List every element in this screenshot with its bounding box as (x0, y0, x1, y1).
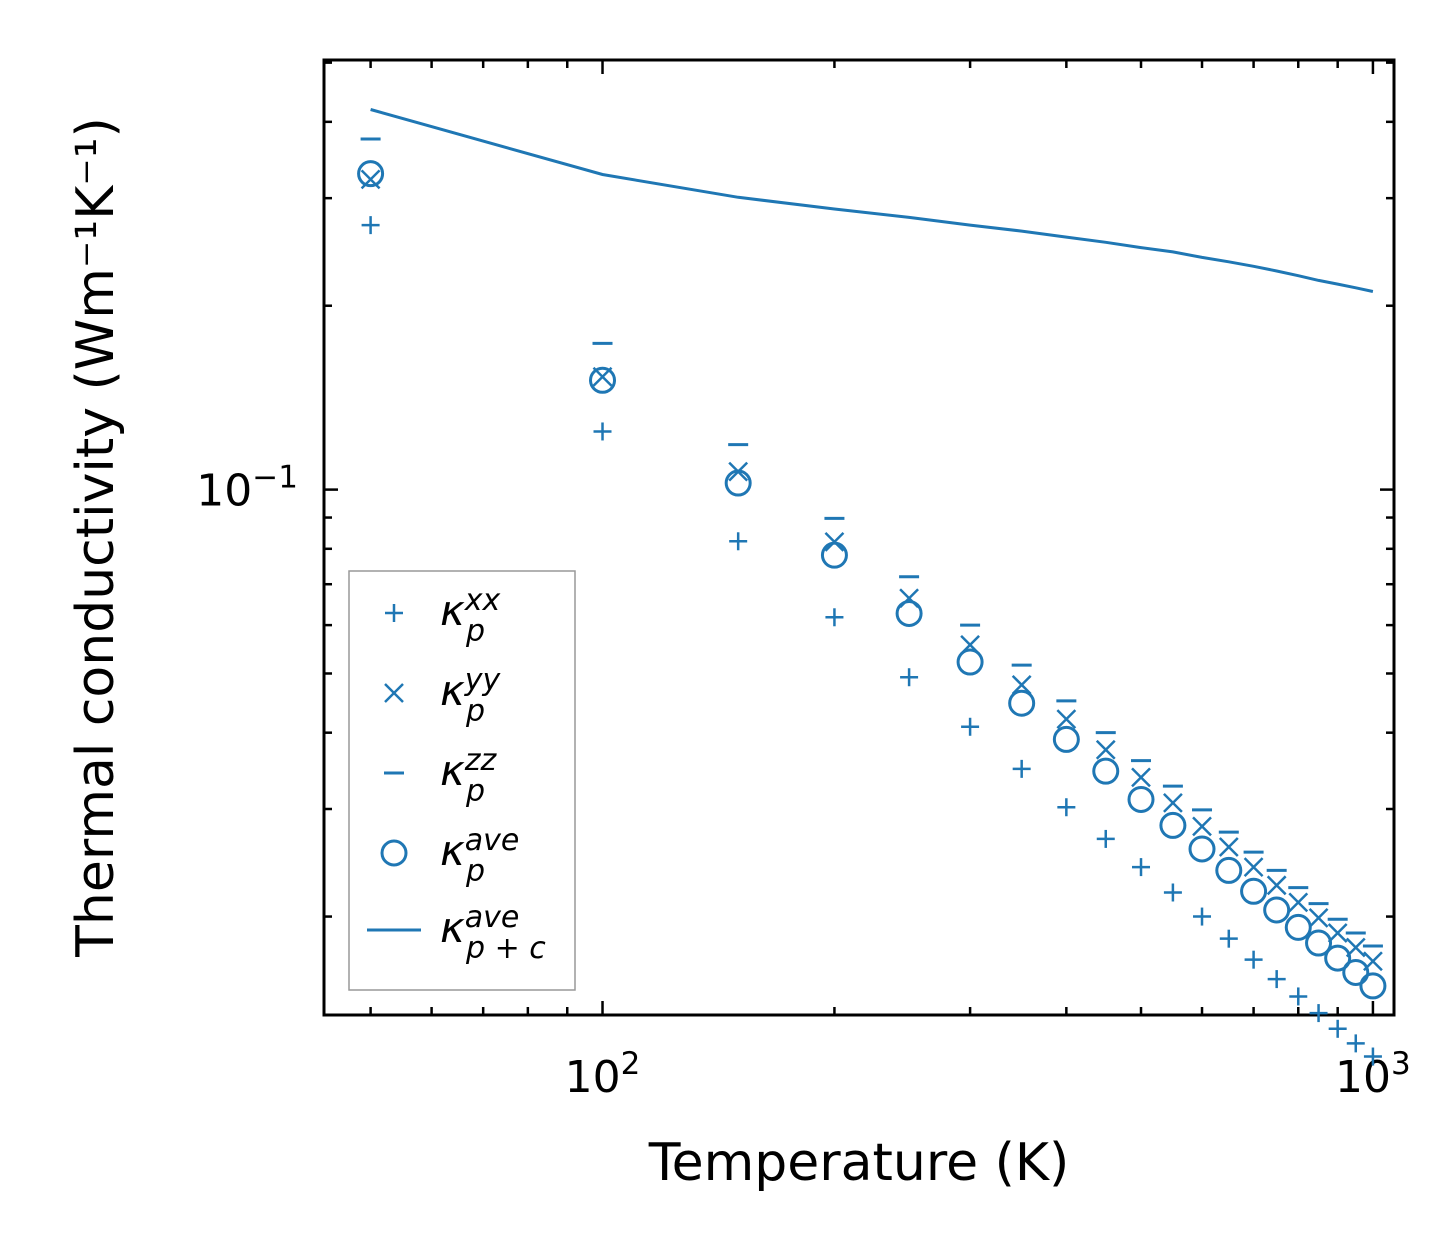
data-point (1240, 877, 1268, 905)
x-tick-label: 102 (565, 1046, 641, 1103)
data-point (593, 422, 612, 441)
legend-marker (380, 839, 408, 867)
legend-label: κxx p (440, 583, 501, 649)
data-point (1288, 892, 1309, 913)
axes-frame (322, 58, 1396, 1017)
legend-label: κave p + c (440, 900, 546, 966)
legend-label: κyy p (440, 663, 502, 729)
data-point (820, 541, 848, 569)
data-point (1267, 970, 1286, 989)
data-point (1096, 829, 1115, 848)
data-point (1219, 929, 1238, 948)
data-point (1342, 958, 1370, 986)
data-point (1243, 857, 1264, 877)
legend-entry: κxx p (385, 583, 501, 649)
data-point-stroke (1095, 739, 1116, 760)
data-point (1215, 856, 1243, 884)
data-point (1324, 944, 1352, 972)
data-point (1188, 835, 1216, 863)
data-point (1057, 798, 1076, 817)
data-point-stroke (1327, 923, 1348, 943)
series-kappa_p_zz (360, 137, 1383, 948)
data-point-stroke (1266, 875, 1287, 896)
data-point (1328, 1019, 1347, 1038)
data-point-stroke (1218, 837, 1239, 857)
plot-area (357, 108, 1387, 1066)
data-point (1052, 725, 1080, 753)
data-point-stroke (1056, 709, 1077, 729)
data-point (1266, 875, 1287, 896)
data-point-stroke (1131, 767, 1151, 788)
data-point (1308, 908, 1329, 928)
data-point (1305, 929, 1333, 957)
data-point (1008, 689, 1036, 717)
data-point (1132, 858, 1151, 877)
data-point (1092, 757, 1120, 785)
data-point (1363, 1047, 1382, 1066)
data-point (825, 608, 844, 627)
series-kappa_p_ave (357, 160, 1387, 1000)
x-tick-label: 103 (1335, 1046, 1411, 1103)
data-point (357, 160, 385, 188)
legend-marker (384, 683, 404, 703)
y-tick-label: 10−1 (196, 460, 298, 517)
data-point (1284, 913, 1312, 941)
data-point (1163, 792, 1183, 813)
legend-marker (385, 604, 403, 622)
data-point (1193, 907, 1212, 926)
data-point (1244, 950, 1263, 969)
legend-entry: κave p + c (367, 900, 546, 966)
data-point (1011, 674, 1032, 695)
series-kappa_p_xx (361, 216, 1382, 1066)
data-point (1263, 896, 1291, 924)
data-point-stroke (1288, 892, 1309, 913)
data-point (895, 599, 923, 627)
data-point (1309, 1004, 1328, 1023)
data-point-stroke (1011, 674, 1032, 695)
axis-ticks: 102 103 10−1 (196, 60, 1411, 1103)
data-point (1218, 837, 1239, 857)
legend-entry: κave p (380, 823, 519, 889)
data-point (1359, 972, 1387, 1000)
legend-label: κave p (440, 823, 519, 889)
data-point-stroke (1192, 816, 1212, 837)
data-point (1012, 759, 1031, 778)
data-point (1327, 923, 1348, 943)
data-point (729, 532, 748, 551)
data-point (1346, 1034, 1365, 1053)
data-point (961, 717, 980, 736)
x-axis-label: Temperature (K) (648, 1133, 1070, 1193)
data-point-stroke (1308, 908, 1329, 928)
data-point (956, 648, 984, 676)
legend-entry: κyy p (384, 663, 502, 729)
y-axis-label: Thermal conductivity (Wm⁻¹K⁻¹) (66, 117, 126, 958)
data-point-stroke (1243, 857, 1264, 877)
legend: κxx p κyy p κzz p κave p κave p + c (348, 570, 576, 991)
legend-marker-stroke (384, 683, 404, 703)
legend-frame (348, 570, 576, 991)
data-point (1163, 883, 1182, 902)
legend-entry: κzz p (384, 743, 498, 809)
data-point (1056, 709, 1077, 729)
data-point (1131, 767, 1151, 788)
data-point (1192, 816, 1212, 837)
data-point (361, 216, 380, 235)
data-point-stroke (1163, 792, 1183, 813)
data-point (1159, 811, 1187, 839)
series-kappa_p+c_ave (370, 108, 1374, 293)
data-point (1095, 739, 1116, 760)
data-point (900, 668, 919, 687)
series-line (370, 108, 1374, 293)
data-point (724, 469, 752, 497)
data-point (1289, 987, 1308, 1006)
data-point (589, 366, 617, 394)
data-point (1127, 785, 1155, 813)
legend-label: κzz p (440, 743, 498, 809)
